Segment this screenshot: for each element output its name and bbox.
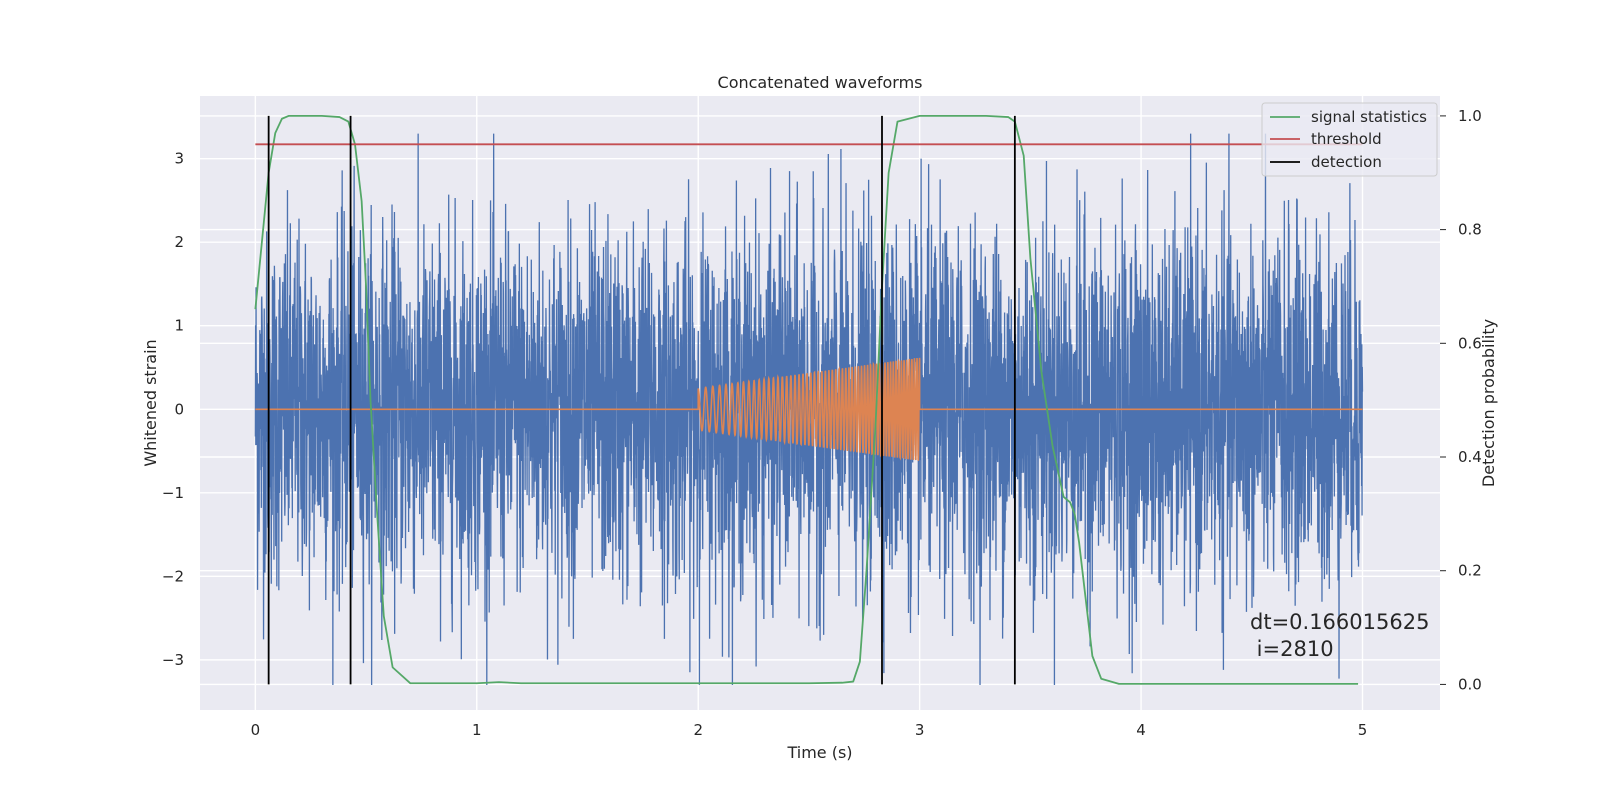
y-tick-label: −1 <box>162 484 184 502</box>
y-tick-label: 0 <box>174 400 184 418</box>
series-line-strain <box>254 133 1364 685</box>
y-tick-label: 2 <box>174 233 184 251</box>
annotation-dt: dt=0.166015625 <box>1250 610 1429 634</box>
y2-tick-labels: 0.0 0.2 0.4 0.6 0.8 1.0 <box>1440 107 1482 693</box>
series-line-injected-chirp <box>255 357 1363 461</box>
y-tick-label: 3 <box>174 150 184 168</box>
y2-tick-label: 0.6 <box>1458 334 1482 352</box>
x-tick-label: 2 <box>693 721 703 739</box>
y-axis-label: Whitened strain <box>141 339 160 466</box>
y2-tick-label: 0.0 <box>1458 675 1482 693</box>
y-tick-label: 1 <box>174 317 184 335</box>
x-tick-label: 1 <box>472 721 482 739</box>
y2-tick-label: 1.0 <box>1458 107 1482 125</box>
x-tick-label: 3 <box>915 721 925 739</box>
x-tick-label: 0 <box>251 721 261 739</box>
legend-label-threshold: threshold <box>1311 130 1382 148</box>
x-tick-label: 5 <box>1358 721 1368 739</box>
annotation-i: i=2810 <box>1250 637 1334 661</box>
legend-box <box>1261 102 1438 177</box>
chart-title: Concatenated waveforms <box>718 73 923 92</box>
y2-tick-label: 0.4 <box>1458 448 1482 466</box>
legend: signal statistics threshold detection <box>1261 102 1438 177</box>
y-tick-label: −3 <box>162 651 184 669</box>
y-tick-labels: −3 −2 −1 0 1 2 3 <box>162 150 184 669</box>
series-layer <box>254 115 1364 685</box>
x-axis-label: Time (s) <box>786 743 852 762</box>
y2-tick-label: 0.8 <box>1458 221 1482 239</box>
y2-tick-label: 0.2 <box>1458 562 1482 580</box>
x-tick-labels: 0 1 2 3 4 5 <box>251 721 1368 739</box>
legend-label-signal-statistics: signal statistics <box>1311 108 1427 126</box>
x-tick-label: 4 <box>1136 721 1146 739</box>
series-line-signal-statistics <box>254 115 1359 685</box>
y-tick-label: −2 <box>162 567 184 585</box>
y2-axis-label: Detection probability <box>1479 319 1498 487</box>
legend-label-detection: detection <box>1311 153 1382 171</box>
